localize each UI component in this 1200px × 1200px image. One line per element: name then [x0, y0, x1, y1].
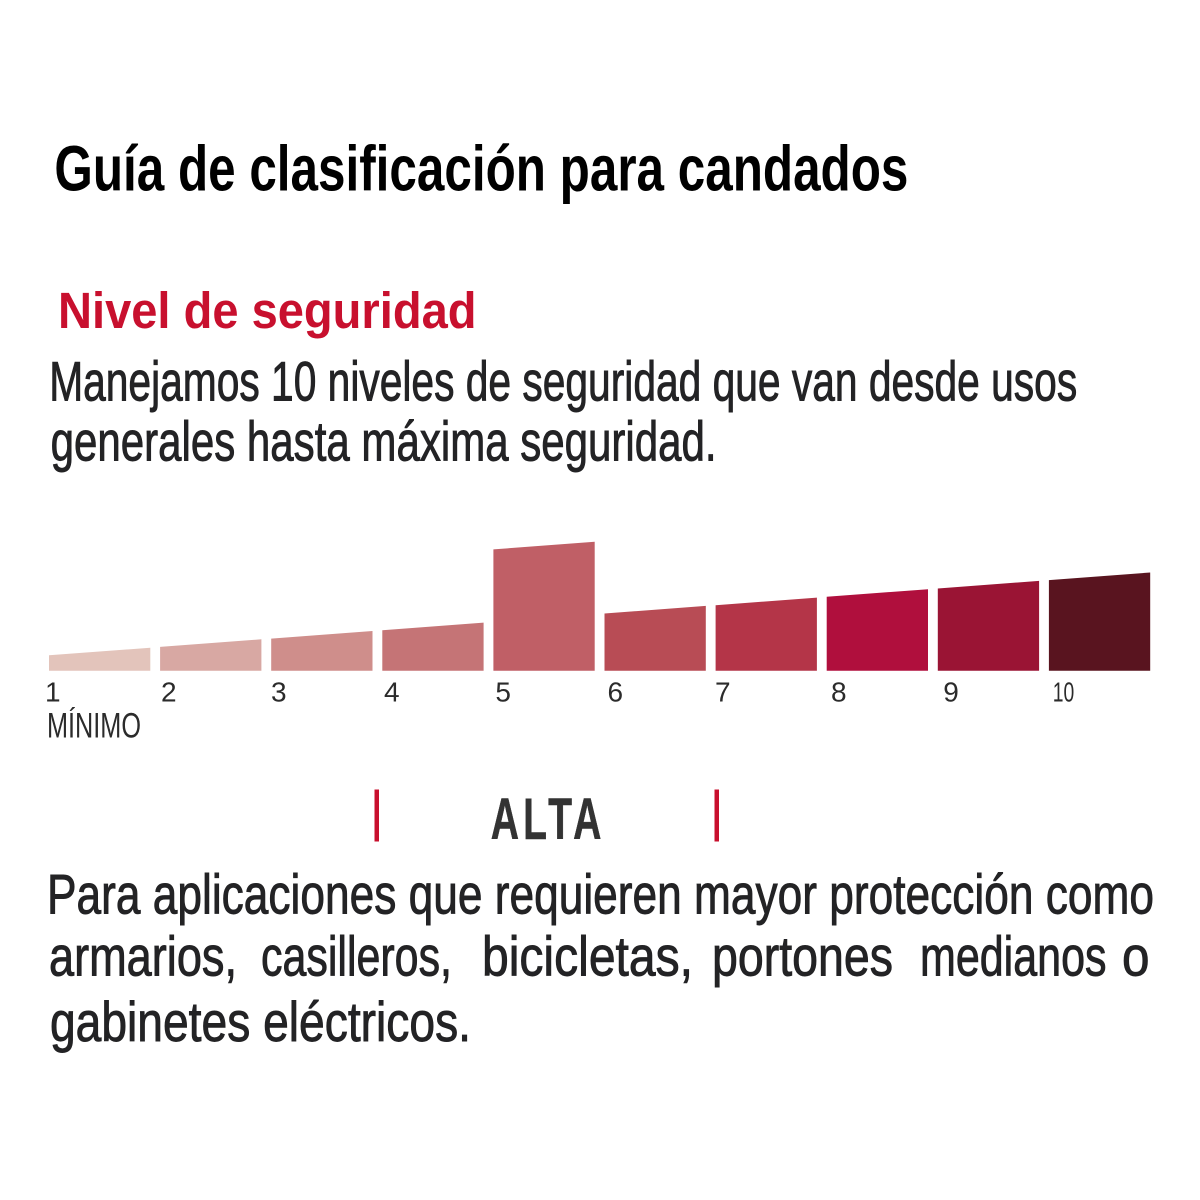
svg-text:generales hasta máxima segurid: generales hasta máxima seguridad.: [51, 410, 717, 473]
svg-text:1: 1: [45, 677, 61, 708]
svg-text:Para aplicaciones que requiere: Para aplicaciones que requieren mayor pr…: [47, 862, 1154, 925]
svg-text:ALTA: ALTA: [491, 787, 606, 852]
svg-text:Manejamos 10 niveles de seguri: Manejamos 10 niveles de seguridad que va…: [49, 350, 1077, 413]
svg-text:Guía de clasificación para can: Guía de clasificación para candados: [54, 133, 908, 205]
svg-text:3: 3: [271, 677, 287, 708]
svg-text:armarios,: armarios,: [49, 925, 237, 988]
svg-text:medianos: medianos: [920, 925, 1107, 988]
svg-text:gabinetes eléctricos.: gabinetes eléctricos.: [50, 990, 471, 1053]
svg-text:8: 8: [831, 677, 847, 708]
svg-text:10: 10: [1053, 677, 1075, 708]
svg-text:casilleros,: casilleros,: [261, 925, 452, 988]
svg-text:6: 6: [608, 677, 624, 708]
svg-text:MÍNIMO: MÍNIMO: [47, 707, 141, 746]
svg-text:5: 5: [495, 677, 511, 708]
svg-text:4: 4: [384, 677, 400, 708]
svg-text:o: o: [1122, 925, 1150, 988]
svg-text:bicicletas,: bicicletas,: [482, 925, 693, 988]
svg-text:Nivel de seguridad: Nivel de seguridad: [58, 282, 477, 339]
svg-text:2: 2: [161, 677, 177, 708]
svg-text:9: 9: [943, 677, 959, 708]
svg-text:portones: portones: [712, 925, 893, 988]
svg-text:7: 7: [715, 677, 731, 708]
